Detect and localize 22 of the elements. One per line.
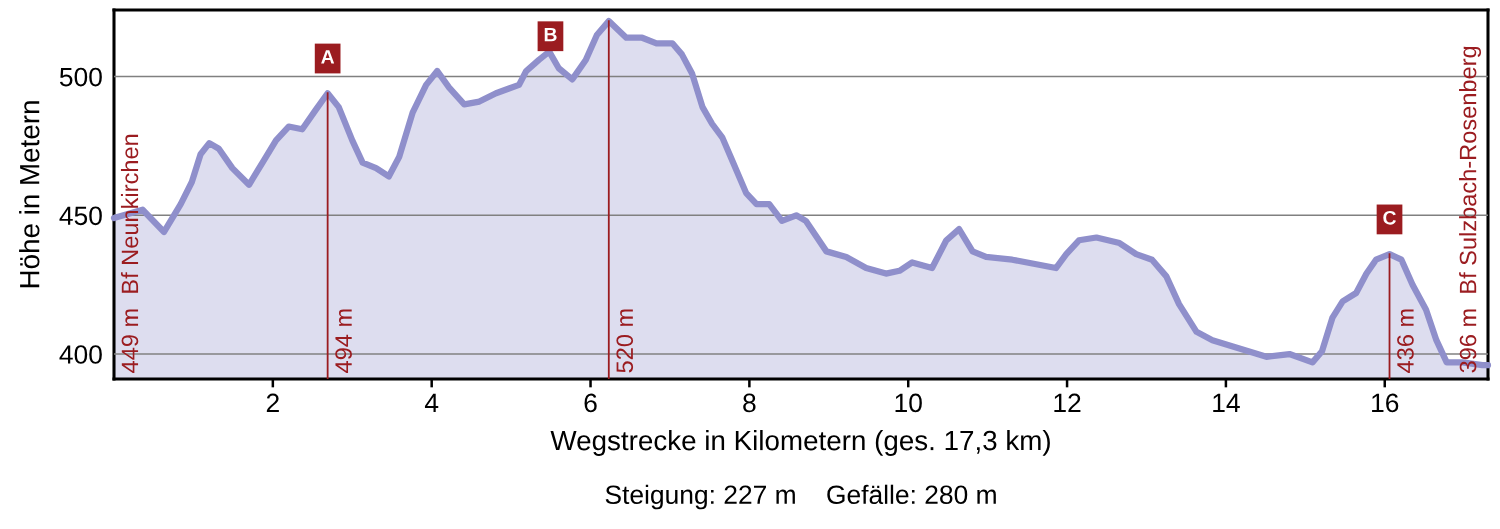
- text: Steigung: 227 m Gefälle: 280 m: [605, 484, 996, 510]
- annotation: 494 m: [335, 309, 352, 373]
- x-tick-label: 16: [1372, 393, 1399, 413]
- y-tick-label: 450: [59, 206, 102, 226]
- annotation: C: [1383, 210, 1397, 225]
- x-tick-label: 12: [1054, 393, 1081, 413]
- annotation: B: [544, 27, 557, 42]
- y-tick-label: 400: [59, 345, 102, 364]
- annotation: 449 m Bf Neunkirchen: [120, 134, 139, 373]
- x-tick-label: 2: [266, 393, 279, 413]
- annotation: 436 m: [1397, 309, 1414, 373]
- x-axis-title: Wegstrecke in Kilometern (ges. 17,3 km): [550, 429, 1050, 456]
- annotation: 520 m: [616, 309, 634, 373]
- x-tick-label: 10: [895, 393, 922, 413]
- x-tick-label: 8: [743, 393, 756, 413]
- y-axis-title: Höhe in Metern: [19, 101, 40, 288]
- y-tick-label: 500: [59, 67, 102, 87]
- x-tick-label: 4: [424, 393, 439, 413]
- annotation: 396 m Bf Sulzbach-Rosenberg: [1459, 46, 1482, 373]
- annotation: A: [321, 50, 335, 64]
- x-tick-label: 6: [584, 393, 597, 413]
- x-tick-label: 14: [1213, 393, 1240, 413]
